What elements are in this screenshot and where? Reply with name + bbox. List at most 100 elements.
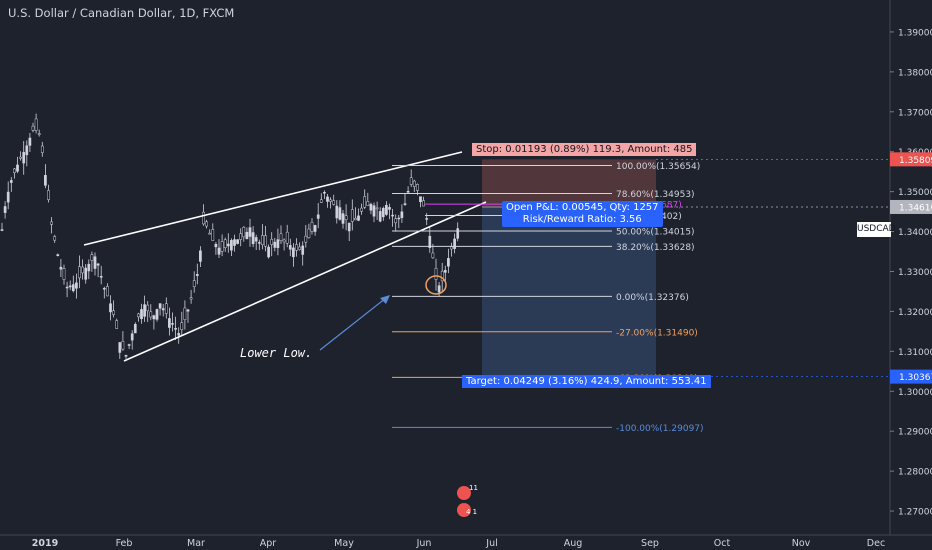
candle-body — [81, 266, 84, 274]
event-badge-count: 11 — [469, 484, 478, 492]
candle-body — [177, 333, 181, 336]
candle-body — [214, 243, 218, 248]
candle-body — [133, 324, 137, 334]
annotation-lower-low[interactable]: Lower Low. — [240, 346, 313, 360]
candle-body — [192, 280, 196, 287]
candle-body — [412, 180, 416, 187]
stop-label[interactable]: Stop: 0.01193 (0.89%) 119.3, Amount: 485 — [472, 143, 697, 156]
candle-body — [372, 205, 376, 217]
candle-body — [437, 285, 441, 293]
candle-body — [168, 318, 171, 328]
candle-body — [140, 309, 143, 320]
candle-body — [354, 217, 357, 221]
candle-body — [422, 200, 425, 207]
candle-body — [90, 254, 94, 261]
candle-body — [71, 284, 75, 292]
candle-body — [428, 235, 432, 248]
candle-body — [112, 310, 115, 315]
candle-body — [447, 258, 450, 267]
x-tick-label: 2019 — [32, 538, 58, 549]
candle-body — [6, 191, 10, 203]
candle-body — [453, 238, 456, 249]
annotation-arrowhead — [380, 295, 390, 304]
candle-body — [313, 225, 317, 232]
target-label[interactable]: Target: 0.04249 (3.16%) 424.9, Amount: 5… — [462, 375, 711, 388]
candle-body — [99, 276, 103, 278]
candle-body — [124, 355, 128, 357]
target-zone — [482, 206, 656, 377]
candle-body — [84, 267, 88, 280]
candle-body — [239, 233, 243, 240]
y-tick-label: 1.31000 — [898, 348, 932, 358]
price-badge-label: 1.34616 — [899, 203, 932, 213]
price-badge — [890, 369, 932, 384]
y-tick-label: 1.27000 — [898, 508, 932, 518]
candle-body — [37, 133, 41, 135]
candle-body — [335, 205, 339, 219]
candle-body — [381, 208, 385, 218]
candle-body — [369, 203, 373, 211]
candle-body — [47, 190, 50, 200]
candle-body — [146, 304, 150, 312]
price-badge — [890, 152, 932, 167]
pnl-text: Open P&L: 0.00545, Qty: 1257 — [506, 202, 659, 213]
event-badge-red — [457, 486, 471, 500]
symbol-tag[interactable]: USDCAD — [857, 222, 896, 237]
candle-body — [344, 215, 348, 221]
y-tick-label: 1.35000 — [898, 188, 932, 198]
candle-body — [25, 145, 29, 156]
low-highlight-ellipse — [425, 275, 447, 295]
candle-body — [292, 247, 295, 258]
candle-body — [406, 190, 410, 193]
candle-body — [443, 270, 447, 273]
candle-body — [341, 213, 345, 224]
x-tick-label: Sep — [641, 538, 659, 549]
y-tick-label: 1.38000 — [898, 68, 932, 78]
candle-body — [388, 207, 391, 210]
pnl-box[interactable]: Open P&L: 0.00545, Qty: 1257 Risk/Reward… — [502, 201, 663, 227]
candle-body — [199, 250, 202, 262]
candle-body — [242, 227, 246, 238]
candle-body — [254, 237, 258, 242]
candle-body — [40, 145, 44, 153]
candle-body — [16, 164, 19, 172]
candle-body — [152, 315, 156, 320]
candle-body — [270, 238, 274, 245]
x-tick-label: Dec — [867, 538, 885, 549]
candle-body — [106, 286, 109, 297]
candle-body — [19, 156, 22, 159]
candle-body — [360, 207, 363, 212]
candle-body — [301, 245, 305, 255]
candle-body — [456, 228, 460, 239]
candle-body — [363, 196, 367, 208]
candle-body — [298, 246, 301, 250]
candle-body — [350, 209, 354, 222]
candle-body — [261, 235, 264, 245]
x-tick-label: Jul — [485, 538, 497, 549]
candle-body — [3, 206, 7, 213]
y-tick-label: 1.33000 — [898, 268, 932, 278]
x-tick-label: Mar — [187, 538, 205, 549]
candle-body — [326, 196, 329, 202]
candle-body — [276, 239, 280, 249]
candle-body — [220, 241, 224, 252]
candle-body — [397, 217, 401, 220]
candle-body — [96, 263, 100, 266]
x-tick-label: Apr — [260, 538, 277, 549]
candle-body — [109, 303, 112, 313]
y-tick-label: 1.29000 — [898, 428, 932, 438]
candle-body — [164, 303, 168, 314]
candle-body — [68, 285, 72, 288]
price-badge — [890, 199, 932, 214]
candle-body — [391, 214, 394, 217]
candle-body — [155, 309, 159, 320]
candle-body — [400, 211, 404, 218]
candle-body — [248, 227, 252, 237]
candle-body — [323, 191, 326, 194]
annotation-arrow — [319, 297, 387, 351]
candle-body — [28, 137, 32, 146]
candle-body — [183, 307, 187, 320]
rr-text: Risk/Reward Ratio: 3.56 — [522, 214, 642, 225]
